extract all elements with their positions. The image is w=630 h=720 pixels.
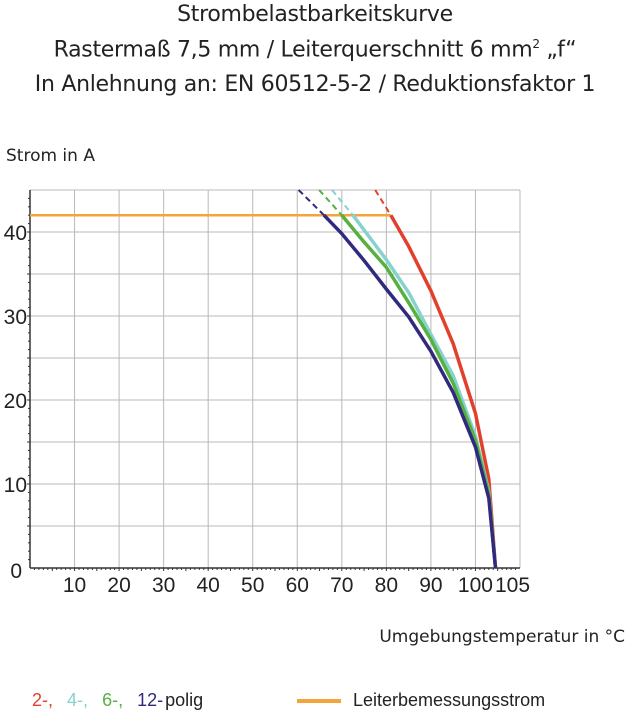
legend-swatch-orange [297, 698, 341, 703]
subtitle-text: Rastermaß 7,5 mm / Leiterquerschnitt 6 m… [53, 37, 533, 63]
x-tick-label: 10 [63, 574, 86, 597]
legend-suffix: polig [165, 690, 204, 710]
series-dashed-12 [297, 189, 325, 216]
series-line-2 [389, 214, 498, 569]
y-axis-label: Strom in A [6, 146, 95, 166]
legend-sep: , [83, 690, 89, 710]
chart-subtitle: Rastermaß 7,5 mm / Leiterquerschnitt 6 m… [0, 37, 630, 62]
series-dashed-2 [374, 189, 392, 216]
legend-rated-label: Leiterbemessungsstrom [353, 690, 546, 710]
legend-item-6: 6- [102, 690, 119, 710]
x-tick-label: 20 [107, 574, 130, 597]
y-tick-label: 10 [4, 474, 27, 497]
legend-item-4: 4- [67, 690, 84, 710]
y-tick-label: 40 [4, 222, 27, 245]
y-tick-label: 30 [4, 306, 27, 329]
origin-label: 0 [10, 560, 22, 583]
subtitle-superscript: 2 [532, 37, 540, 51]
x-tick-label: 40 [197, 574, 220, 597]
chart-subtitle-2: In Anlehnung an: EN 60512-5-2 / Reduktio… [34, 72, 596, 97]
x-tick-label: 50 [241, 574, 264, 597]
legend-item-12: 12- [137, 690, 164, 710]
legend-rated-current: Leiterbemessungsstrom [297, 690, 545, 711]
x-tick-label: 70 [330, 574, 353, 597]
x-tick-label: 80 [375, 574, 398, 597]
legend-series: 2-, 4-, 6-, 12- polig [32, 690, 203, 711]
series-dashed-4 [331, 189, 354, 216]
x-axis-label: Umgebungstemperatur in °C [379, 627, 625, 647]
x-tick-label: 60 [286, 574, 309, 597]
legend-sep: , [48, 690, 54, 710]
x-tick-label: 90 [419, 574, 442, 597]
subtitle-suffix: „f“ [539, 37, 577, 63]
y-tick-label: 20 [4, 390, 27, 413]
x-tick-label: 105 [495, 574, 530, 597]
x-tick-label: 100 [458, 574, 493, 597]
legend-item-2: 2- [32, 690, 49, 710]
series-line-12 [322, 213, 498, 569]
legend-sep: , [118, 690, 124, 710]
chart-title: Strombelastbarkeitskurve [177, 2, 453, 27]
series-line-4 [351, 214, 498, 569]
series-dashed-6 [318, 189, 343, 216]
x-tick-label: 30 [152, 574, 175, 597]
